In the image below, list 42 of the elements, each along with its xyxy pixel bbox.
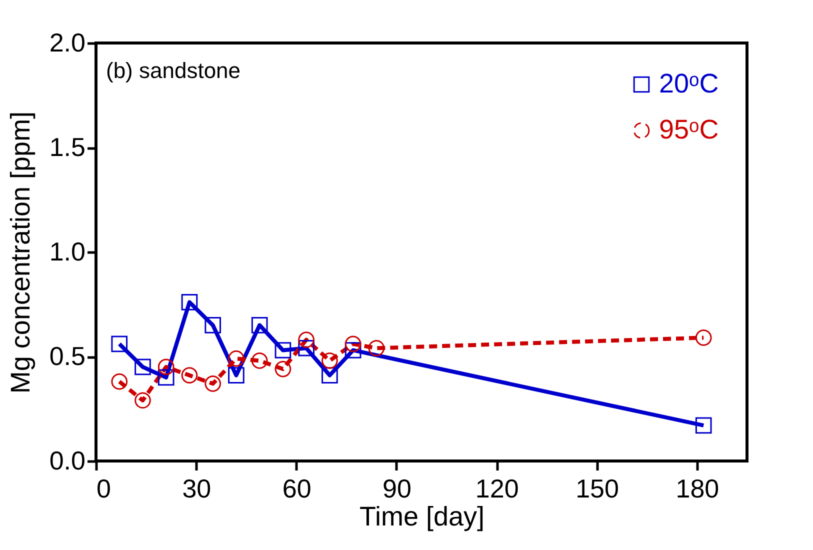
- point: [228, 350, 244, 367]
- y-tick-label: 1.0: [49, 236, 86, 266]
- y-tick-label: 2.0: [49, 28, 86, 58]
- y-axis-title: Mg concentration [ppm]: [5, 111, 36, 394]
- x-tick-label: 60: [282, 474, 312, 504]
- point: [204, 316, 222, 334]
- legend-label: 20ᵒC: [659, 68, 719, 98]
- point: [344, 336, 362, 352]
- x-tick-label: 120: [475, 474, 519, 504]
- point: [251, 352, 268, 369]
- y-tick-label: 1.5: [49, 132, 86, 162]
- point: [228, 367, 244, 384]
- point: [251, 316, 268, 334]
- point: [158, 369, 174, 386]
- x-axis-title: Time [day]: [359, 502, 485, 532]
- point: [181, 294, 198, 310]
- x-tick-label: 180: [676, 474, 720, 504]
- y-tick-label: 0.5: [49, 341, 86, 371]
- x-tick-label: 90: [382, 474, 412, 504]
- point: [111, 373, 128, 390]
- x-tick-label: 0: [96, 474, 111, 504]
- point: [695, 417, 712, 434]
- y-tick-label: 0.0: [49, 446, 86, 476]
- point: [134, 392, 151, 409]
- point: [181, 367, 198, 384]
- point: [322, 352, 338, 369]
- point: [298, 332, 314, 348]
- point: [158, 358, 174, 376]
- x-tick-label: 30: [182, 474, 212, 504]
- point: [695, 330, 712, 346]
- point: [298, 340, 314, 356]
- point: [274, 342, 292, 358]
- point: [344, 342, 362, 358]
- point: [274, 360, 292, 378]
- point: [322, 367, 338, 384]
- x-tick-label: 150: [576, 474, 619, 504]
- point: [204, 376, 222, 392]
- point: [134, 358, 151, 376]
- legend-label: 95ᵒC: [659, 114, 719, 144]
- point: [368, 340, 385, 356]
- point: [111, 336, 128, 352]
- annotation: (b) sandstone: [106, 58, 241, 83]
